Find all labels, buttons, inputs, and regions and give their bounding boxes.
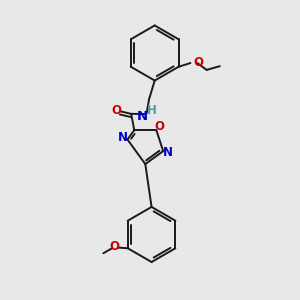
Text: O: O — [110, 241, 120, 254]
Text: N: N — [136, 110, 148, 123]
Text: H: H — [147, 104, 157, 117]
Text: O: O — [193, 56, 203, 69]
Text: O: O — [111, 104, 122, 117]
Text: N: N — [118, 131, 128, 145]
Text: N: N — [163, 146, 173, 159]
Text: O: O — [154, 120, 164, 133]
